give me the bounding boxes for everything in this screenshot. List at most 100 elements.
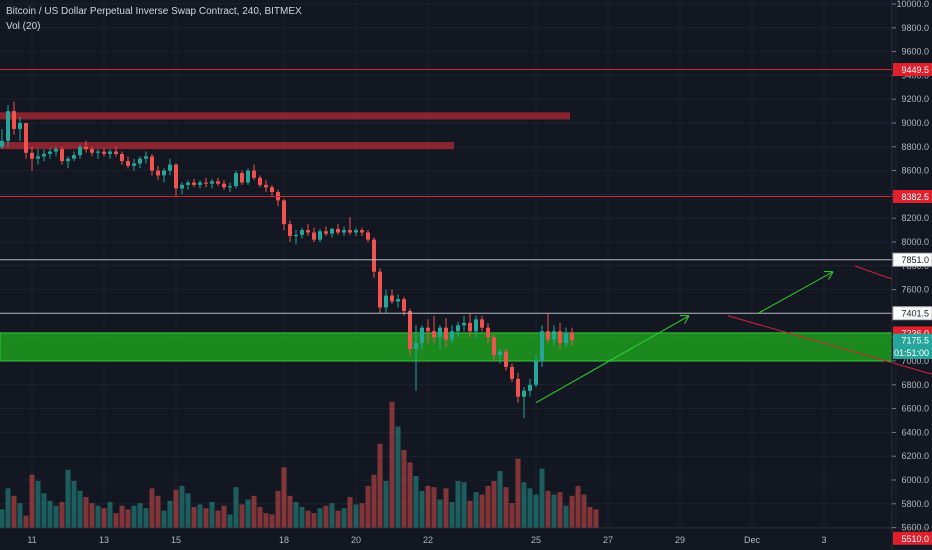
- volume-bar: [239, 504, 245, 528]
- volume-bar: [431, 487, 437, 528]
- volume-bar: [557, 492, 563, 528]
- volume-bar: [35, 480, 41, 528]
- candle-body: [348, 230, 352, 233]
- grid-lines: [0, 0, 897, 529]
- candle-body: [468, 322, 472, 332]
- price-scale-label: 9000.0: [901, 118, 929, 128]
- volume-bar: [419, 490, 425, 528]
- volume-bar: [101, 508, 107, 528]
- time-scale[interactable]: 11 13 15 18 20 22 25 27 29 Dec 3: [27, 535, 826, 545]
- candle-body: [228, 186, 232, 188]
- candle-body: [498, 351, 502, 356]
- volume-bar: [113, 513, 119, 528]
- volume-bar: [269, 514, 275, 528]
- volume-bar: [383, 480, 389, 528]
- volume-bar: [395, 426, 401, 528]
- price-tag-label: 7236.0: [901, 328, 929, 338]
- volume-bar: [473, 492, 479, 528]
- volume-indicator-label[interactable]: Vol (20): [6, 21, 41, 32]
- candle-body: [234, 172, 238, 187]
- volume-bar: [335, 510, 341, 528]
- volume-bar: [485, 485, 491, 528]
- candle-body: [66, 158, 70, 162]
- volume-bar: [377, 443, 383, 528]
- candle-body: [96, 151, 100, 153]
- price-tag-box: [893, 345, 932, 359]
- candle-body: [240, 172, 244, 183]
- trend-line-upper: [854, 265, 893, 280]
- symbol-title[interactable]: Bitcoin / US Dollar Perpetual Inverse Sw…: [6, 6, 302, 17]
- volume-bar: [359, 503, 365, 528]
- candle-body: [132, 163, 136, 166]
- price-tag-label: 7401.5: [901, 309, 929, 319]
- candle-body: [474, 319, 478, 332]
- candle-body: [366, 232, 370, 240]
- candle-body: [138, 158, 142, 164]
- candle-body: [510, 366, 514, 379]
- candle-body: [420, 327, 424, 344]
- candle-body: [444, 327, 448, 340]
- candle-body: [198, 182, 202, 185]
- price-tag-box: [892, 252, 932, 267]
- volume-bar: [467, 500, 473, 528]
- volume-bar: [461, 482, 467, 528]
- candle-body: [456, 325, 460, 332]
- volume-bar: [173, 489, 179, 528]
- volume-bar: [401, 450, 407, 528]
- time-scale-label: 20: [351, 535, 361, 545]
- volume-bar: [107, 502, 113, 528]
- volume-bar: [23, 515, 29, 528]
- candle-body: [432, 331, 436, 338]
- candle-body: [450, 331, 454, 340]
- candle-body: [558, 331, 562, 344]
- candle-body: [72, 155, 76, 159]
- volume-bar: [581, 494, 587, 528]
- volume-bar: [575, 485, 581, 528]
- volume-bar: [281, 467, 287, 528]
- candle-body: [54, 149, 58, 152]
- candle-body: [48, 151, 52, 154]
- candle-body: [6, 111, 10, 141]
- candle-body: [336, 228, 340, 233]
- price-scale-label: 9600.0: [901, 47, 929, 57]
- candle-body: [528, 384, 532, 391]
- candle-body: [204, 182, 208, 184]
- volume-bar: [311, 513, 317, 528]
- volume-bar: [71, 480, 77, 528]
- arrow-head: [684, 315, 690, 324]
- candle-body: [174, 164, 178, 189]
- volume-bar: [545, 490, 551, 528]
- candle-body: [90, 149, 94, 153]
- volume-bar: [149, 488, 155, 528]
- candle-body: [162, 170, 166, 176]
- time-scale-label: 3: [821, 535, 826, 545]
- volume-bar: [497, 471, 503, 528]
- time-scale-label: 15: [171, 535, 181, 545]
- price-tag-box: [893, 63, 932, 77]
- volume-bar: [53, 505, 59, 528]
- chart-legend: Bitcoin / US Dollar Perpetual Inverse Sw…: [6, 4, 302, 34]
- price-tag-label: 01:51:00: [894, 348, 929, 358]
- volume-bar: [227, 514, 233, 528]
- volume-bar: [539, 468, 545, 528]
- trend-line: [727, 315, 932, 375]
- candle-body: [18, 123, 22, 129]
- volume-bar: [491, 480, 497, 528]
- candle-body: [192, 182, 196, 185]
- candle-body: [354, 230, 358, 233]
- candle-body: [24, 123, 28, 153]
- drawing-lines[interactable]: [0, 69, 932, 404]
- volume-bar: [347, 497, 353, 528]
- price-tag-label: 5510.0: [901, 534, 929, 544]
- volume-bar: [209, 502, 215, 528]
- volume-bar: [287, 495, 293, 528]
- volume-bar: [515, 458, 521, 528]
- price-scale-label: 6000.0: [901, 475, 929, 485]
- volume-bar: [593, 509, 599, 528]
- volume-bar: [503, 487, 509, 528]
- candle-body: [426, 327, 430, 332]
- volume-bar: [317, 508, 323, 528]
